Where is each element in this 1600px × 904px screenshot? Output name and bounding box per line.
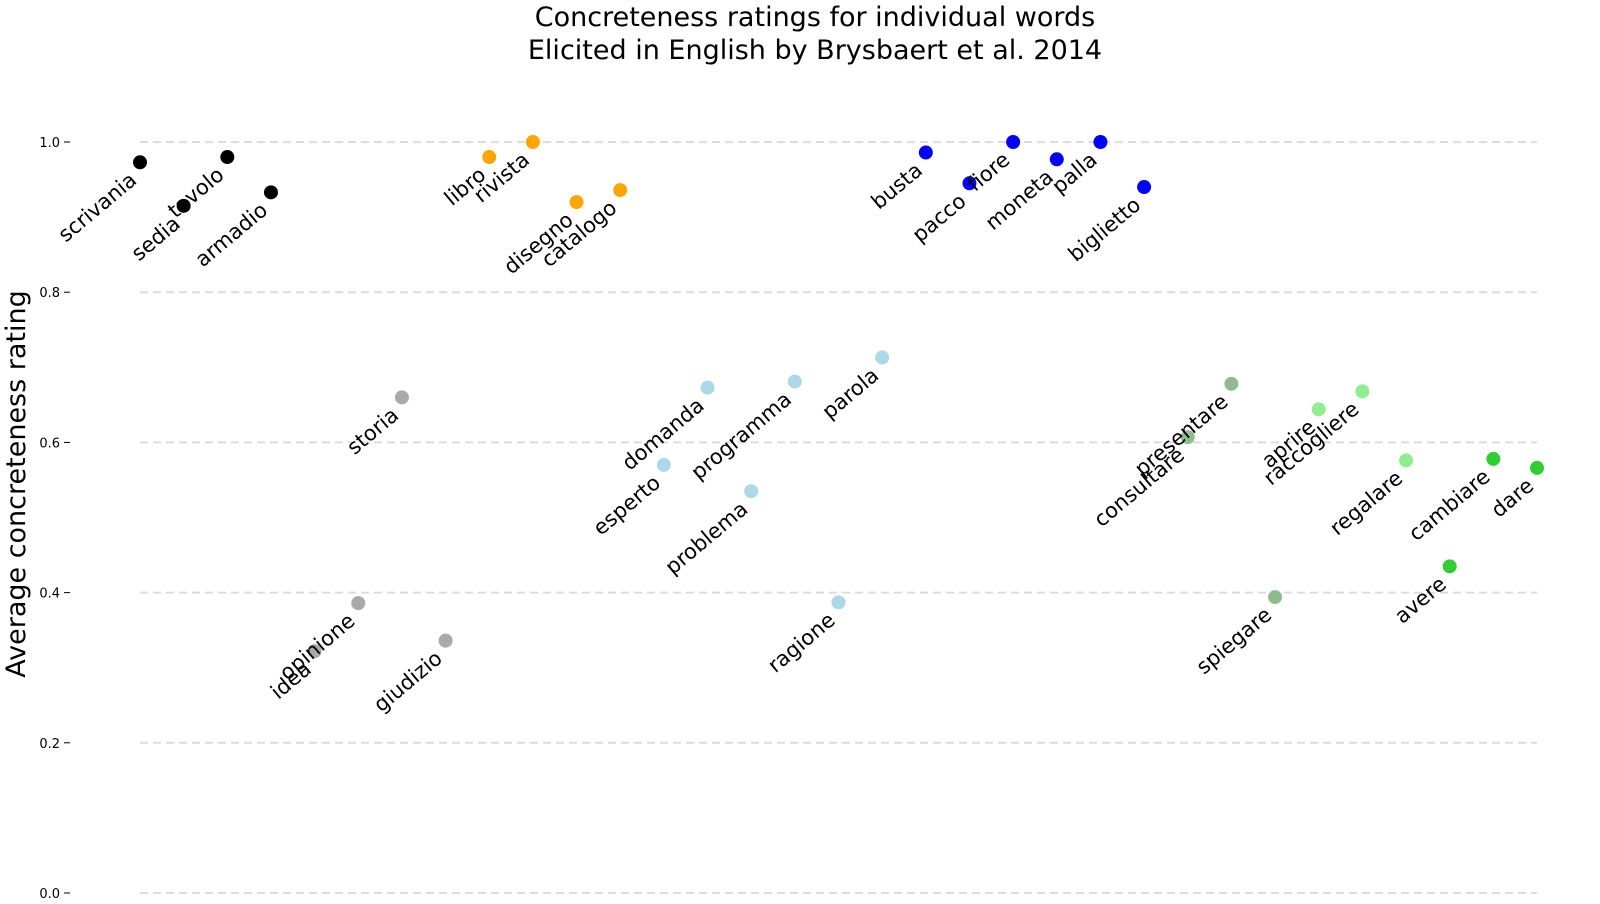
word-label-spiegare: spiegare: [1192, 603, 1277, 679]
data-point-presentare: [1224, 376, 1239, 391]
data-point-fiore: [1006, 135, 1021, 149]
word-label-dare: dare: [1487, 473, 1539, 522]
y-tick-label: 0.4: [39, 587, 60, 602]
data-point-moneta: [1049, 152, 1064, 167]
y-axis-label: Average concreteness rating: [1, 290, 32, 678]
data-point-esperto: [656, 457, 671, 472]
data-point-tavolo: [220, 150, 235, 165]
data-point-programma: [787, 374, 802, 389]
y-tick-label: 0.6: [39, 436, 60, 451]
data-point-busta: [918, 145, 933, 160]
data-point-domanda: [700, 380, 715, 395]
data-point-opinione: [351, 596, 366, 611]
y-tick-label: 0.8: [39, 286, 60, 301]
word-label-ragione: ragione: [763, 608, 840, 678]
data-point-avere: [1442, 559, 1457, 574]
data-point-pacco: [962, 176, 977, 191]
data-point-dare: [1530, 460, 1544, 475]
word-label-armadio: armadio: [191, 198, 273, 272]
word-label-busta: busta: [867, 158, 927, 214]
word-label-cambiare: cambiare: [1404, 464, 1494, 545]
chart-title-line-2: Elicited in English by Brysbaert et al. …: [528, 35, 1102, 66]
word-label-programma: programma: [686, 387, 796, 484]
data-point-storia: [394, 390, 409, 405]
data-point-rivista: [525, 135, 540, 149]
gridlines: [140, 141, 1537, 894]
word-label-problema: problema: [661, 497, 753, 580]
word-label-biglietto: biglietto: [1064, 193, 1146, 267]
word-label-pacco: pacco: [908, 189, 971, 247]
data-point-armadio: [263, 185, 278, 200]
data-point-scrivania: [133, 155, 147, 170]
data-point-problema: [744, 484, 759, 499]
data-point-giudizio: [438, 633, 453, 648]
y-tick-label: 0.2: [39, 737, 60, 752]
data-point-biglietto: [1137, 180, 1152, 195]
data-point-consultare: [1180, 430, 1195, 445]
data-point-spiegare: [1268, 590, 1283, 605]
data-point-idea: [307, 644, 322, 659]
word-label-esperto: esperto: [589, 470, 666, 540]
word-label-storia: storia: [342, 403, 403, 460]
data-point-parola: [875, 350, 890, 365]
word-labels: scrivaniasediatavoloarmadioideaopiniones…: [54, 147, 1539, 716]
chart-title-line-1: Concreteness ratings for individual word…: [535, 2, 1095, 33]
data-point-regalare: [1399, 453, 1414, 468]
y-axis-ticks: 0.0 0.2 0.4 0.6 0.8 1.0: [39, 136, 70, 902]
word-label-tavolo: tavolo: [163, 162, 228, 222]
data-point-palla: [1093, 135, 1108, 149]
data-point-libro: [482, 150, 497, 165]
data-point-cambiare: [1486, 451, 1501, 466]
word-label-avere: avere: [1390, 572, 1451, 629]
data-points: [133, 135, 1544, 659]
data-point-sedia: [176, 198, 191, 213]
word-label-opinione: opinione: [275, 609, 360, 685]
y-tick-label: 1.0: [39, 136, 60, 151]
y-tick-label: 0.0: [39, 887, 60, 900]
data-point-catalogo: [613, 183, 628, 198]
word-label-regalare: regalare: [1325, 466, 1407, 540]
data-point-disegno: [569, 195, 584, 210]
word-label-giudizio: giudizio: [369, 646, 447, 717]
data-point-raccogliere: [1355, 384, 1370, 399]
word-label-scrivania: scrivania: [54, 168, 142, 247]
word-label-parola: parola: [817, 363, 883, 424]
data-point-aprire: [1311, 402, 1326, 417]
data-point-ragione: [831, 595, 846, 610]
